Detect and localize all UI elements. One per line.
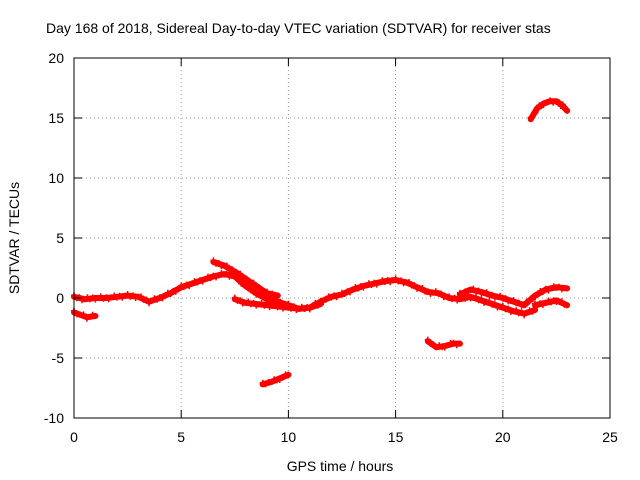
data-point [215, 260, 222, 266]
data-point [515, 299, 522, 306]
data-point [540, 288, 546, 295]
data-point [255, 284, 262, 290]
x-tick-label: 15 [388, 429, 404, 445]
y-tick-label: 5 [56, 230, 64, 246]
grid [74, 58, 610, 418]
y-tick-label: -10 [44, 410, 64, 426]
data-point [502, 295, 509, 302]
data-point [550, 99, 557, 106]
data-point [456, 340, 463, 347]
data-point [555, 99, 562, 105]
x-tick-label: 0 [70, 429, 78, 445]
data-point [231, 294, 238, 301]
y-tick-label: 10 [48, 170, 64, 186]
data-point [486, 298, 493, 305]
data-point [559, 101, 566, 108]
data-point [229, 266, 236, 273]
data-point [478, 296, 485, 303]
data-point [532, 109, 539, 116]
data-point [564, 107, 571, 114]
y-axis-label: SDTVAR / TECUs [6, 182, 22, 294]
data-point [529, 114, 536, 121]
data-point [250, 287, 257, 294]
y-tick-label: 20 [48, 50, 64, 66]
data-point [505, 305, 512, 312]
data-point [453, 342, 460, 349]
y-tick-label: -5 [52, 350, 65, 366]
data-point [547, 97, 553, 104]
data-point [510, 297, 517, 303]
data-point [317, 301, 324, 307]
data-point [285, 371, 292, 378]
data-point [483, 289, 490, 296]
y-tick-label: 0 [56, 290, 64, 306]
data-point [499, 303, 506, 309]
data-point [92, 313, 99, 319]
data-point [491, 301, 498, 308]
data-point [525, 299, 532, 306]
data-point [438, 290, 445, 297]
data-point [276, 377, 283, 383]
data-point [543, 99, 550, 106]
data-point [172, 288, 179, 295]
data-point [175, 285, 182, 292]
data-point [237, 297, 244, 304]
data-point [250, 279, 257, 286]
data-point [274, 292, 281, 299]
x-axis-label: GPS time / hours [287, 458, 394, 474]
data-point [424, 336, 431, 343]
x-tick-label: 10 [281, 429, 297, 445]
data-point [411, 282, 418, 289]
x-tick-label: 20 [495, 429, 511, 445]
data-point [473, 294, 479, 300]
data-point [450, 339, 457, 346]
data-point [242, 275, 249, 281]
data-point [430, 341, 437, 348]
chart-title: Day 168 of 2018, Sidereal Day-to-day VTE… [46, 20, 551, 36]
data-point [143, 296, 150, 303]
data-point [80, 311, 87, 318]
data-point [279, 374, 286, 381]
data-point [271, 376, 278, 383]
data-point [89, 311, 96, 318]
data-point [419, 285, 426, 291]
data-point [210, 257, 217, 264]
data-point [268, 379, 275, 385]
y-tick-label: 15 [48, 110, 64, 126]
data-point [540, 102, 547, 109]
data-point [564, 302, 571, 309]
data-point [167, 291, 174, 297]
data-point [223, 262, 230, 269]
data-points [71, 97, 571, 388]
x-tick-label: 25 [602, 429, 618, 445]
data-point [406, 279, 412, 285]
data-point [564, 285, 571, 292]
data-point [138, 293, 144, 300]
data-point [532, 294, 538, 301]
data-point [521, 302, 528, 309]
data-point [558, 298, 565, 305]
data-point [534, 291, 541, 298]
data-point [237, 270, 244, 277]
axis-ticks: 0 5 10 15 20 25 -10 -5 0 5 10 15 20 [44, 50, 618, 445]
x-tick-label: 5 [177, 429, 185, 445]
data-point [534, 105, 541, 112]
